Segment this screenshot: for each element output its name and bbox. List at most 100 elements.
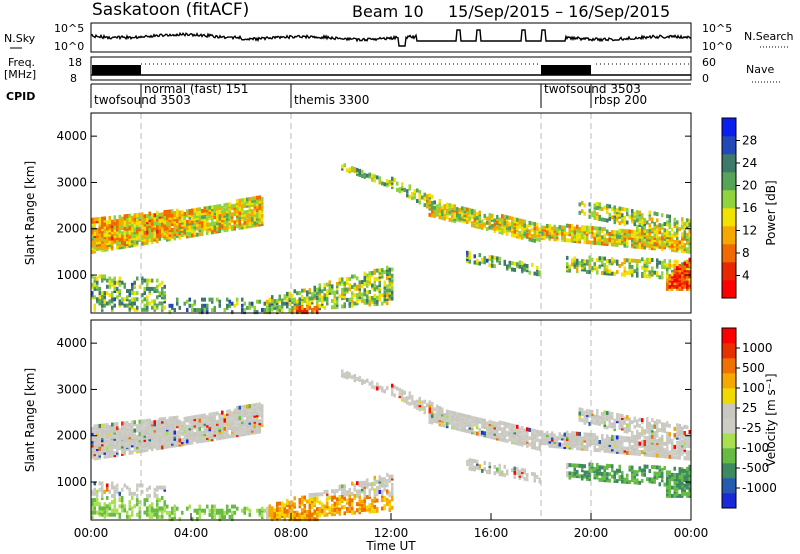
heatmap-cell <box>428 193 431 198</box>
heatmap-cell <box>256 202 259 207</box>
heatmap-cell <box>553 228 556 233</box>
heatmap-cell <box>491 217 494 222</box>
heatmap-cell <box>143 500 146 505</box>
heatmap-cell <box>358 297 361 301</box>
heatmap-cell <box>511 427 514 432</box>
heatmap-cell <box>188 416 191 420</box>
heatmap-cell <box>596 241 599 246</box>
heatmap-cell <box>281 302 284 307</box>
heatmap-cell <box>186 232 189 237</box>
heatmap-cell <box>528 442 531 447</box>
heatmap-cell <box>168 433 171 438</box>
heatmap-cell <box>353 301 356 306</box>
heatmap-cell <box>391 282 394 287</box>
heatmap-cell <box>343 287 346 292</box>
heatmap-cell <box>298 502 301 507</box>
heatmap-cell <box>516 441 519 446</box>
heatmap-cell <box>481 225 484 230</box>
heatmap-cell <box>283 510 286 515</box>
heatmap-cell <box>611 242 614 247</box>
heatmap-cell <box>518 222 521 227</box>
heatmap-cell <box>148 512 151 517</box>
heatmap-cell <box>608 212 611 217</box>
heatmap-cell <box>556 229 559 234</box>
heatmap-cell <box>173 229 176 234</box>
heatmap-cell <box>261 406 264 411</box>
heatmap-cell <box>551 230 554 235</box>
heatmap-cell <box>651 244 654 249</box>
heatmap-cell <box>506 229 509 234</box>
heatmap-cell <box>108 236 111 241</box>
heatmap-cell <box>251 407 254 412</box>
heatmap-cell <box>236 422 239 427</box>
heatmap-cell <box>513 434 516 439</box>
heatmap-cell <box>303 515 306 519</box>
heatmap-cell <box>361 381 364 385</box>
heatmap-cell <box>673 284 676 289</box>
heatmap-cell <box>121 301 124 306</box>
heatmap-cell <box>631 240 634 245</box>
heatmap-cell <box>453 417 456 422</box>
heatmap-cell <box>116 227 119 232</box>
heatmap-cell <box>523 437 526 442</box>
heatmap-cell <box>311 505 314 510</box>
heatmap-cell <box>566 232 569 237</box>
heatmap-cell <box>426 198 429 203</box>
heatmap-cell <box>143 214 146 219</box>
heatmap-cell <box>103 220 106 225</box>
heatmap-cell <box>136 502 139 507</box>
heatmap-cell <box>168 226 171 231</box>
heatmap-cell <box>201 209 204 213</box>
heatmap-cell <box>613 230 616 235</box>
heatmap-cell <box>556 233 559 238</box>
heatmap-cell <box>436 212 439 217</box>
heatmap-cell <box>276 510 279 515</box>
heatmap-cell <box>171 420 174 425</box>
heatmap-cell <box>638 221 641 225</box>
heatmap-cell <box>411 399 414 403</box>
heatmap-cell <box>213 414 216 418</box>
heatmap-cell <box>151 228 154 232</box>
heatmap-cell <box>646 229 649 234</box>
heatmap-cell <box>306 305 309 310</box>
power-frame <box>90 112 692 314</box>
heatmap-cell <box>383 299 386 304</box>
heatmap-cell <box>506 227 509 232</box>
heatmap-cell <box>98 428 101 433</box>
heatmap-cell <box>266 506 269 511</box>
heatmap-cell <box>501 433 504 438</box>
heatmap-cell <box>203 510 206 515</box>
heatmap-cell <box>306 310 309 315</box>
heatmap-cell <box>348 490 351 495</box>
heatmap-cell <box>211 211 214 216</box>
heatmap-cell <box>348 488 351 492</box>
heatmap-cell <box>358 489 361 494</box>
heatmap-cell <box>111 435 114 440</box>
heatmap-cell <box>461 218 464 223</box>
heatmap-cell <box>261 197 264 202</box>
heatmap-cell <box>216 214 219 219</box>
heatmap-cell <box>163 291 166 296</box>
heatmap-cell <box>351 274 354 279</box>
heatmap-cell <box>166 232 169 237</box>
heatmap-cell <box>633 236 636 241</box>
heatmap-cell <box>356 293 359 297</box>
heatmap-cell <box>656 238 659 243</box>
heatmap-cell <box>188 428 191 433</box>
heatmap-cell <box>123 504 126 509</box>
heatmap-cell <box>408 401 411 406</box>
heatmap-cell <box>666 280 669 285</box>
heatmap-cell <box>373 270 376 275</box>
heatmap-cell <box>483 467 486 472</box>
heatmap-cell <box>373 509 376 514</box>
heatmap-cell <box>313 285 316 290</box>
heatmap-cell <box>628 231 631 236</box>
heatmap-cell <box>251 426 254 431</box>
heatmap-cell <box>101 485 104 490</box>
heatmap-cell <box>483 222 486 227</box>
heatmap-cell <box>463 418 466 423</box>
heatmap-cell <box>668 235 671 240</box>
heatmap-cell <box>356 493 359 498</box>
heatmap-cell <box>423 399 426 404</box>
heatmap-cell <box>378 477 381 482</box>
